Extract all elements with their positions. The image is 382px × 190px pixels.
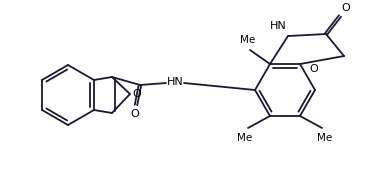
Text: Me: Me — [240, 35, 256, 45]
Text: Me: Me — [237, 133, 253, 143]
Text: Me: Me — [317, 133, 333, 143]
Text: HN: HN — [167, 77, 183, 87]
Text: HN: HN — [270, 21, 286, 31]
Text: O: O — [131, 109, 139, 119]
Text: O: O — [342, 3, 350, 13]
Text: O: O — [310, 64, 318, 74]
Text: O: O — [133, 89, 141, 99]
